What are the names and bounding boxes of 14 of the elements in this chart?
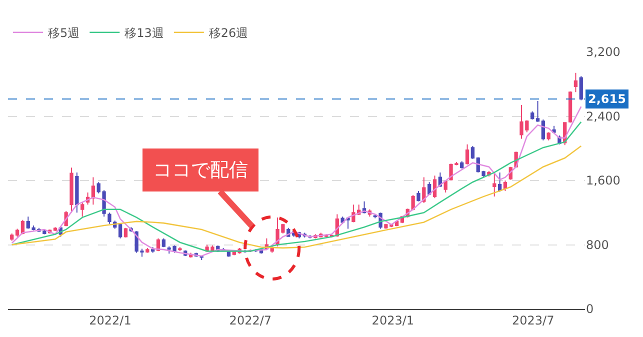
annotation: ココで配信 xyxy=(153,159,248,181)
y-tick-label: 3,200 xyxy=(586,45,620,60)
legend-label: 移5週 xyxy=(48,26,80,40)
ref-line-label: 2,615 xyxy=(588,92,626,106)
legend-label: 移26週 xyxy=(208,26,248,40)
legend-label: 移13週 xyxy=(124,26,164,40)
x-tick-label: 2023/7 xyxy=(512,313,554,328)
y-tick-label: 2,400 xyxy=(586,109,620,124)
x-tick-label: 2023/1 xyxy=(372,313,414,328)
x-tick-label: 2022/1 xyxy=(89,313,132,328)
x-tick-label: 2022/7 xyxy=(229,313,272,328)
y-tick-label: 0 xyxy=(586,302,594,316)
y-tick-label: 800 xyxy=(586,238,609,252)
y-tick-label: 1,600 xyxy=(586,174,620,188)
